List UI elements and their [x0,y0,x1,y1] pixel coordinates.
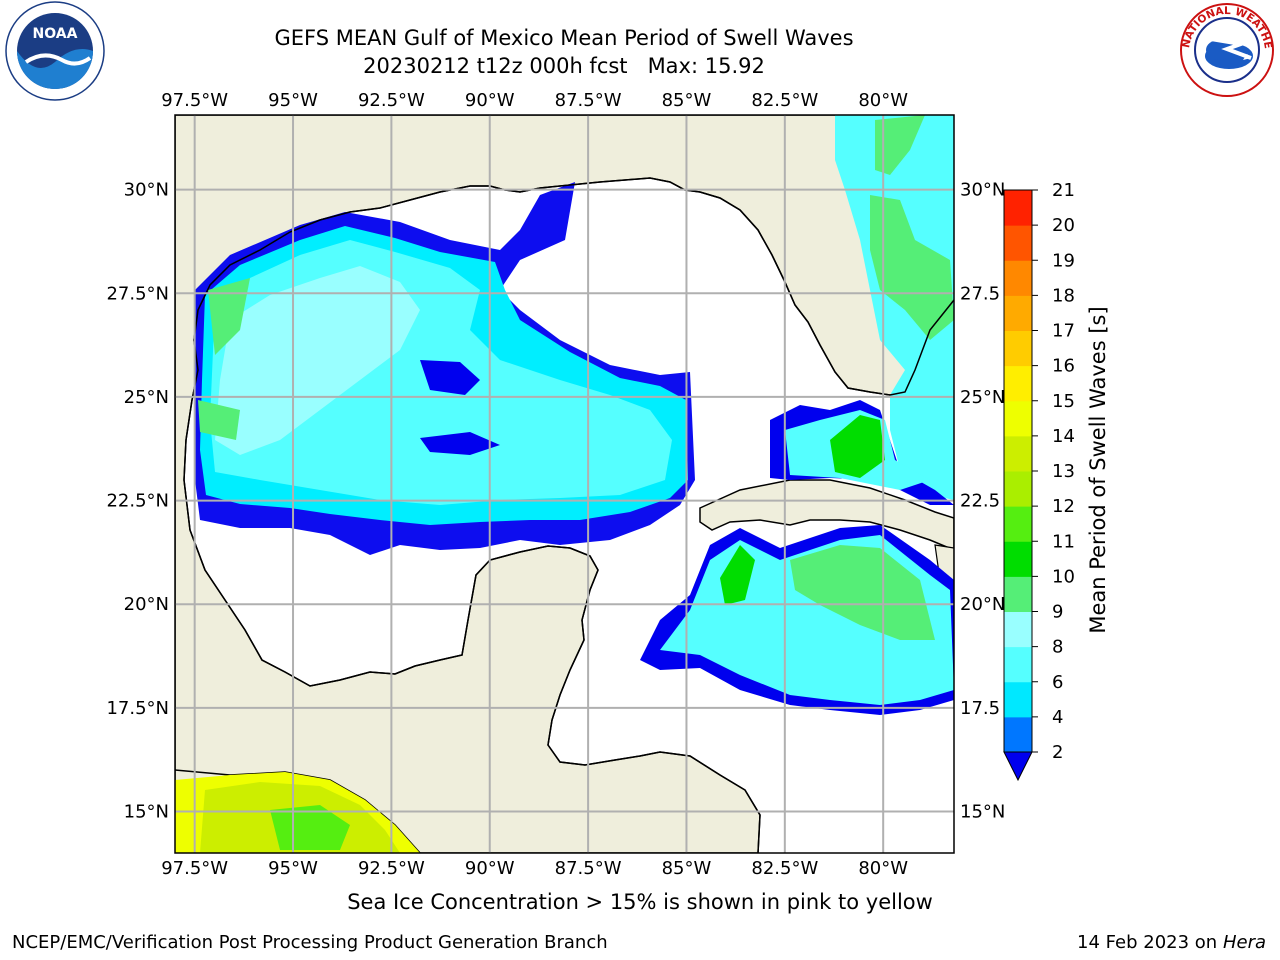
map-frame [174,114,955,854]
lon-tick-label-bottom: 92.5°W [358,858,425,879]
contour-atlantic-4-6 [835,115,954,500]
lat-tick-label-right: 25°N [960,387,1005,408]
lat-tick-label-right: 22.5 [960,491,1000,512]
colorbar-tick-label: 17 [1052,321,1075,342]
map-tick-labels: 97.5°W 97.5°W 95°W 95°W 92.5°W 92.5°W 90°W 90°W… [106,90,1005,879]
lat-tick-label-left: 15°N [124,802,169,823]
colorbar: 2 4 6 8 9 10 11 12 13 14 15 16 17 18 19 20 21 [1003,180,1075,782]
lon-tick-label-top: 95°W [268,90,318,111]
lon-tick-label-top: 90°W [465,90,515,111]
colorbar-tick-label: 15 [1052,391,1075,412]
colorbar-swatch [1004,716,1032,753]
wave-period-field [175,115,954,853]
footer-date-text: 14 Feb 2023 on [1077,932,1218,953]
colorbar-tick-label: 18 [1052,285,1075,306]
colorbar-tick-label: 16 [1052,356,1075,377]
lat-tick-label-right: 20°N [960,594,1005,615]
lon-tick-label-bottom: 90°W [465,858,515,879]
colorbar-swatch [1004,506,1032,542]
colorbar-tick-label: 2 [1052,742,1063,763]
colorbar-tick-label: 6 [1052,672,1063,693]
contour-low-dark-2 [420,432,500,455]
colorbar-tick-label: 8 [1052,637,1063,658]
lon-tick-label-top: 85°W [662,90,712,111]
lat-tick-label-right: 27.5 [960,283,1000,304]
noaa-logo: NOAA [5,1,105,101]
lon-tick-label-bottom: 85°W [662,858,712,879]
colorbar-tick-label: 12 [1052,496,1075,517]
colorbar-tick-label: 10 [1052,566,1075,587]
lat-tick-label-left: 27.5°N [106,283,169,304]
chart-title: GEFS MEAN Gulf of Mexico Mean Period of … [274,26,854,50]
lon-tick-label-top: 87.5°W [555,90,622,111]
colorbar-swatch [1004,400,1032,437]
contour-atlantic-9-10 [875,115,925,175]
colorbar-tick-label: 11 [1052,531,1075,552]
lat-tick-label-left: 25°N [124,387,169,408]
colorbar-swatch [1004,295,1032,331]
footer-credit: NCEP/EMC/Verification Post Processing Pr… [12,932,608,953]
colorbar-swatch [1004,435,1032,472]
lat-tick-label-left: 30°N [124,180,169,201]
lat-tick-label-right: 30°N [960,180,1005,201]
colorbar-swatch [1004,365,1032,402]
contour-straits-10-11 [830,415,885,478]
colorbar-swatch [1004,681,1032,718]
contour-atlantic-9-10b [870,195,954,340]
lon-tick-label-bottom: 95°W [268,858,318,879]
chart-subtitle: 20230212 t12z 000h fcst Max: 15.92 [363,54,765,78]
colorbar-label: Mean Period of Swell Waves [s] [1086,306,1110,633]
colorbar-tick-label: 19 [1052,250,1075,271]
colorbar-tick-label: 4 [1052,707,1063,728]
noaa-logo-text: NOAA [33,26,78,42]
colorbar-swatch [1004,611,1032,648]
lat-tick-label-left: 20°N [124,594,169,615]
lon-tick-label-top: 80°W [858,90,908,111]
contour-carib-10-11 [720,545,755,605]
colorbar-tick-label: 20 [1052,215,1075,236]
footer-machine: Hera [1222,932,1266,953]
colorbar-under-triangle [1003,751,1033,782]
colorbar-tick-label: 9 [1052,602,1063,623]
colorbar-swatch [1004,330,1032,367]
contour-9-10-west2 [198,400,240,440]
caption: Sea Ice Concentration > 15% is shown in … [347,890,933,914]
lon-tick-label-top: 97.5°W [161,90,228,111]
colorbar-swatch [1004,541,1032,577]
contour-south-11-12 [270,805,350,850]
lat-tick-label-left: 17.5°N [106,698,169,719]
lat-tick-label-right: 15°N [960,802,1005,823]
colorbar-swatch [1004,225,1032,261]
map-gridlines [175,115,954,853]
colorbar-swatch [1004,576,1032,612]
colorbar-swatch [1004,646,1032,683]
colorbar-tick-label: 14 [1052,426,1075,447]
contour-9-10-west [208,278,250,355]
contour-carib-9-10 [790,545,935,640]
lon-tick-label-top: 92.5°W [358,90,425,111]
lon-tick-label-bottom: 87.5°W [555,858,622,879]
lon-tick-label-bottom: 82.5°W [751,858,818,879]
colorbar-tick-label: 13 [1052,461,1075,482]
contour-low-dark-1 [420,360,480,395]
lat-tick-label-left: 22.5°N [106,491,169,512]
lon-tick-label-bottom: 97.5°W [161,858,228,879]
lon-tick-label-top: 82.5°W [751,90,818,111]
lon-tick-label-bottom: 80°W [858,858,908,879]
nws-logo: NATIONAL WEATHER SERVICE [1177,0,1274,97]
colorbar-swatch [1004,260,1032,296]
land-cuba [699,479,954,551]
colorbar-swatch [1004,190,1032,226]
colorbar-swatch [1004,471,1032,507]
contour-8-9 [215,266,420,455]
colorbar-tick-label: 21 [1052,180,1075,201]
lat-tick-label-right: 17.5 [960,698,1000,719]
footer-date: 14 Feb 2023 on Hera [1077,932,1266,953]
